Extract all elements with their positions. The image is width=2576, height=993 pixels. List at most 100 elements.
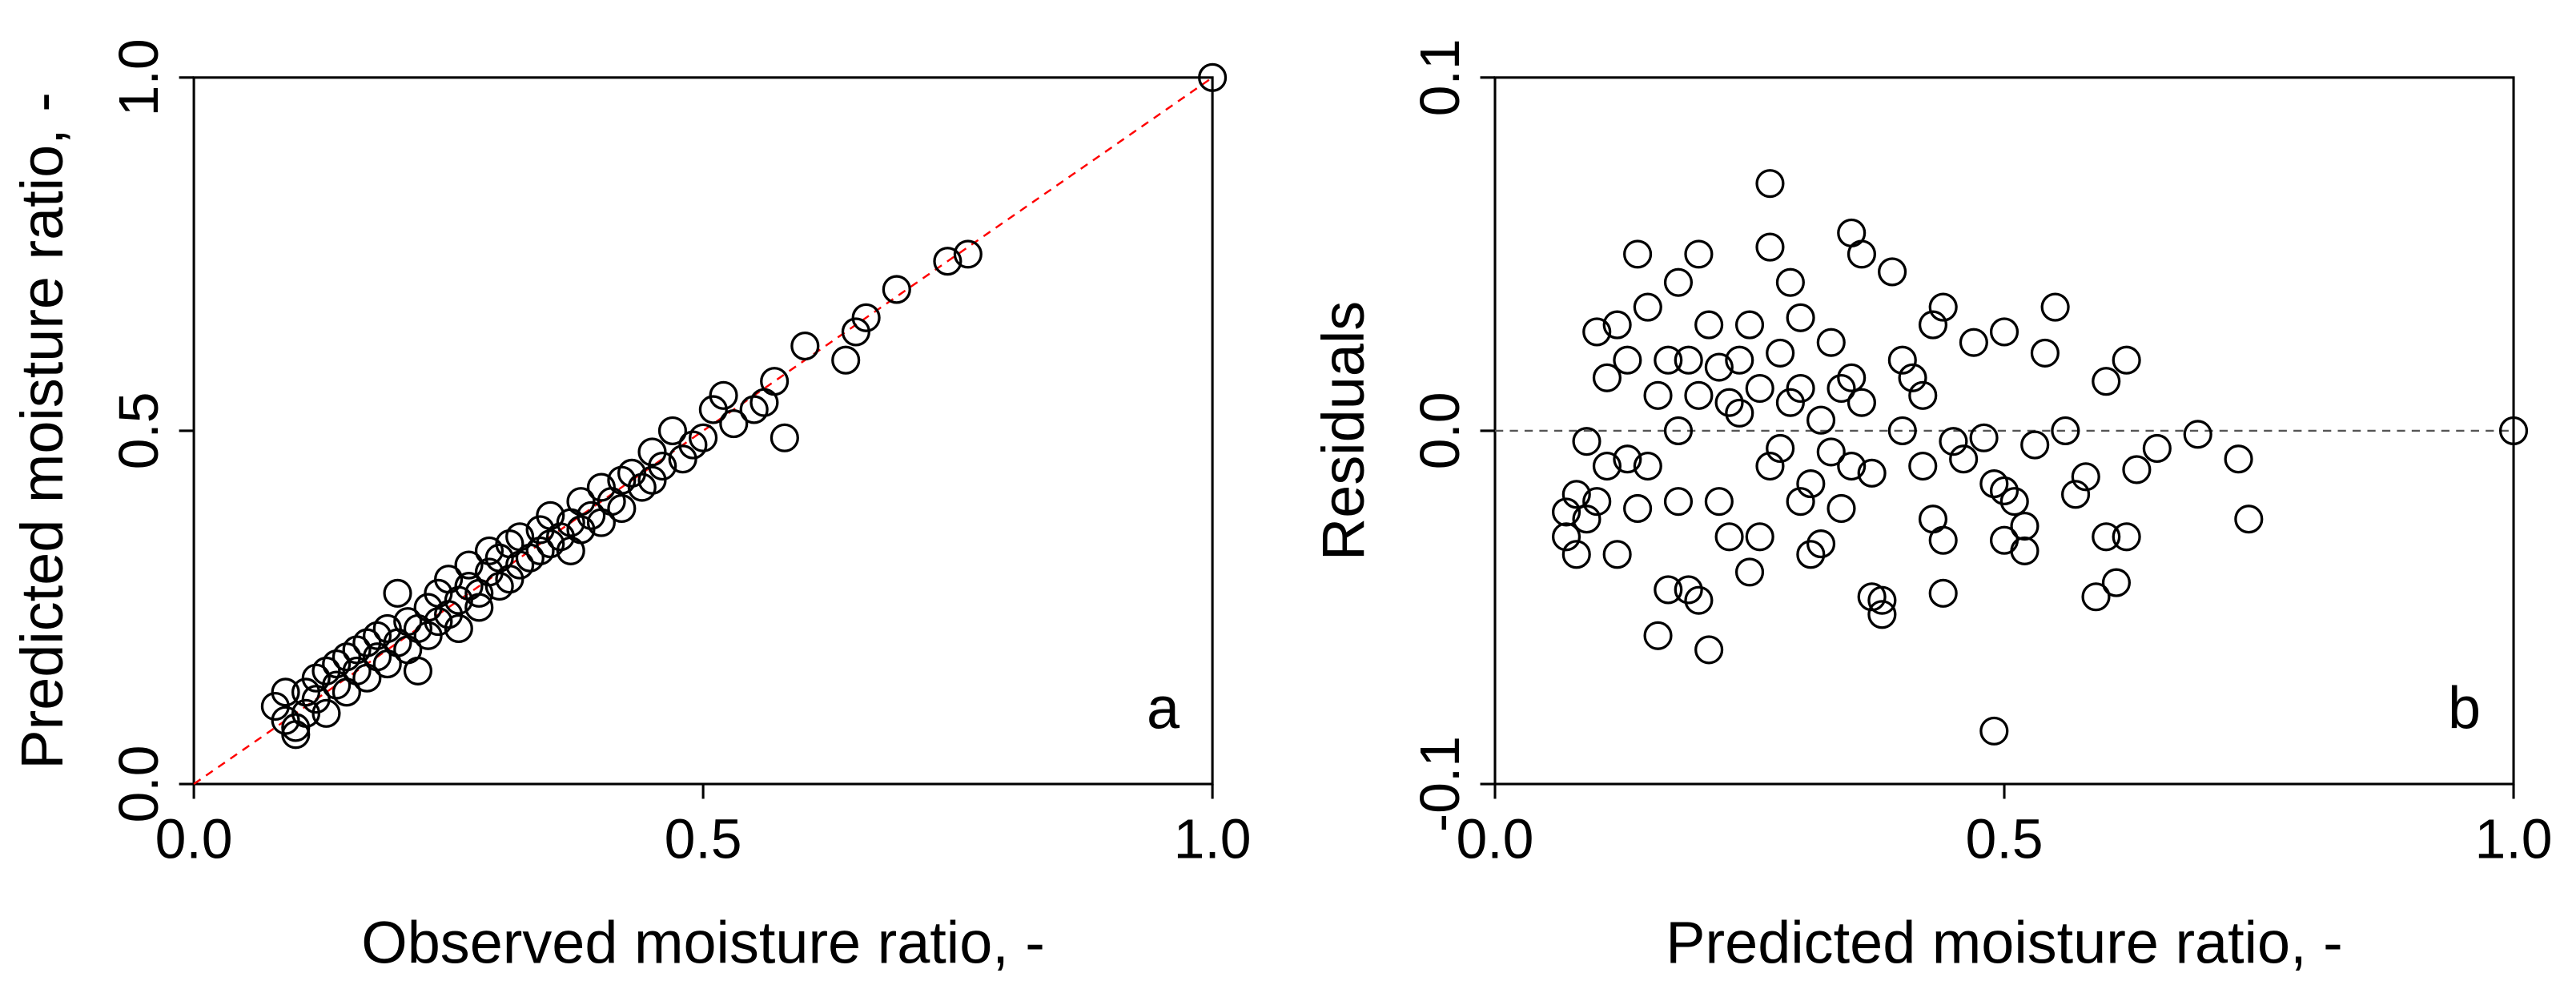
data-point [2112, 522, 2141, 552]
data-point [1999, 487, 2029, 517]
data-point [1766, 338, 1795, 368]
y-tick-label: 0.0 [107, 746, 170, 823]
data-point [2122, 455, 2152, 484]
data-point [2142, 433, 2172, 464]
data-point [1755, 169, 1785, 199]
data-point [1633, 292, 1662, 322]
data-point [1847, 388, 1876, 417]
data-point [1908, 380, 1938, 410]
data-point [2030, 338, 2060, 368]
y-tick-label: 0.5 [107, 392, 170, 469]
data-point [1654, 575, 1683, 605]
data-point [1561, 540, 1591, 569]
panel-annotation: b [2448, 674, 2481, 741]
data-point [1745, 522, 1774, 552]
data-point [1694, 635, 1724, 665]
data-point [1898, 363, 1927, 392]
x-tick-label: 0.0 [1457, 807, 1534, 870]
data-point [444, 613, 473, 644]
data-point [1989, 317, 2019, 347]
data-point [2061, 480, 2091, 509]
data-point [1908, 451, 1938, 481]
data-point [403, 656, 432, 685]
x-tick-label: 0.5 [665, 807, 742, 870]
data-point [1551, 522, 1581, 552]
data-point [1928, 525, 1958, 555]
x-tick-label: 0.0 [155, 807, 233, 870]
data-point [2071, 462, 2100, 492]
data-point [1837, 218, 1867, 247]
data-point [1684, 239, 1714, 269]
data-point [2092, 522, 2121, 552]
data-point [1734, 310, 1765, 340]
data-point [1674, 575, 1703, 605]
data-point [1775, 388, 1805, 417]
data-point [2010, 536, 2040, 565]
data-point [607, 493, 637, 524]
data-point [1592, 451, 1622, 481]
data-point [1755, 451, 1785, 481]
data-point [1714, 388, 1744, 417]
data-point [1582, 317, 1612, 347]
data-point [648, 451, 677, 481]
data-point [709, 380, 738, 410]
data-point [1613, 345, 1642, 375]
data-point [1663, 267, 1694, 297]
data-point [1928, 578, 1958, 608]
data-point [2112, 345, 2141, 375]
y-axis-label: Residuals [1310, 301, 1376, 561]
data-point [1643, 380, 1673, 410]
data-point [1602, 540, 1632, 569]
data-point [454, 550, 484, 580]
data-point [1755, 232, 1785, 262]
data-point [1654, 345, 1683, 375]
data-point [1969, 423, 1999, 452]
data-point [1663, 416, 1694, 445]
panel: 0.0 0.5 1.0 0.0 0.5 1.0 Observed moisture rati… [9, 38, 1252, 975]
data-point [1633, 451, 1662, 481]
data-point [1602, 310, 1632, 340]
data-point [1816, 328, 1846, 357]
data-point [1775, 267, 1805, 297]
data-point [2224, 444, 2253, 474]
data-point [1918, 310, 1948, 340]
data-point [1928, 292, 1958, 322]
data-point [1806, 529, 1836, 559]
y-tick-label: 0.1 [1409, 38, 1471, 116]
data-point [851, 303, 881, 332]
data-point [1786, 487, 1815, 517]
x-axis-label: Observed moisture ratio, - [361, 910, 1045, 976]
data-point [790, 332, 820, 361]
data-point [953, 239, 983, 269]
data-point [1725, 398, 1754, 428]
data-point [1786, 303, 1815, 332]
x-tick-label: 1.0 [1174, 807, 1252, 870]
data-point [1857, 458, 1887, 488]
data-point [1887, 345, 1917, 375]
data-point [1704, 352, 1734, 382]
data-point [1714, 522, 1744, 552]
data-point [1837, 451, 1867, 481]
data-point [2234, 505, 2264, 534]
data-point [1684, 380, 1714, 410]
data-point [1704, 487, 1734, 517]
data-point [1572, 505, 1601, 534]
data-point [2183, 420, 2212, 449]
data-point [1867, 600, 1897, 629]
x-tick-label: 1.0 [2475, 807, 2553, 870]
data-point [882, 275, 911, 304]
data-point [1816, 437, 1846, 467]
data-point [1827, 493, 1856, 524]
y-axis-label: Predicted moisture ratio, - [9, 92, 75, 769]
data-point [2498, 416, 2529, 445]
data-point [770, 423, 799, 452]
data-point [1989, 525, 2019, 555]
data-point [1837, 363, 1867, 392]
data-point [311, 698, 341, 728]
data-point [2010, 511, 2040, 541]
data-point [1878, 257, 1907, 287]
data-point [1734, 557, 1765, 587]
